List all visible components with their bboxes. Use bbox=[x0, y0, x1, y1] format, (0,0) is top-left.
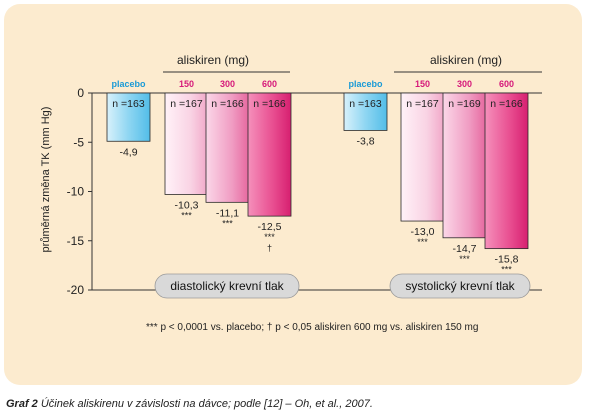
value-label: -15,8 bbox=[495, 254, 519, 266]
n-label: n =167 bbox=[170, 98, 203, 110]
bar-150 bbox=[400, 92, 445, 222]
bar-300 bbox=[442, 92, 487, 239]
n-label: n =163 bbox=[112, 98, 145, 110]
y-tick-label: -5 bbox=[73, 135, 84, 149]
value-label: -11,1 bbox=[216, 207, 239, 219]
bar-placebo bbox=[343, 92, 388, 131]
value-label: -10,3 bbox=[175, 199, 199, 211]
n-label: n =167 bbox=[406, 98, 439, 110]
y-tick-label: -15 bbox=[67, 234, 85, 248]
bar-placebo bbox=[106, 92, 151, 142]
significance-mark: *** bbox=[459, 254, 470, 264]
value-label: -12,5 bbox=[258, 221, 282, 233]
n-label: n =169 bbox=[448, 98, 481, 110]
figure-caption: Graf 2 Účinek aliskirenu v závislosti na… bbox=[6, 398, 373, 410]
group-header: aliskiren (mg) bbox=[430, 53, 502, 67]
n-label: n =163 bbox=[349, 98, 382, 110]
bar-300 bbox=[205, 92, 250, 203]
group-label: systolický krevní tlak bbox=[405, 279, 515, 293]
category-label: 300 bbox=[220, 79, 235, 89]
n-label: n =166 bbox=[211, 98, 244, 110]
group-header: aliskiren (mg) bbox=[177, 53, 249, 67]
category-label: 150 bbox=[415, 79, 430, 89]
group-label-pill bbox=[154, 273, 300, 299]
value-label: -13,0 bbox=[411, 226, 435, 238]
category-label: 600 bbox=[262, 79, 277, 89]
y-tick-label: -20 bbox=[67, 283, 85, 297]
value-label: -4,9 bbox=[119, 146, 137, 158]
n-label: n =166 bbox=[253, 98, 286, 110]
y-tick-label: -10 bbox=[67, 185, 85, 199]
value-label: -3,8 bbox=[356, 135, 374, 147]
bar-150 bbox=[164, 92, 209, 195]
y-tick-label: 0 bbox=[77, 86, 84, 100]
significance-mark: † bbox=[267, 243, 272, 253]
caption-text: Účinek aliskirenu v závislosti na dávce;… bbox=[40, 398, 373, 410]
group-label: diastolický krevní tlak bbox=[170, 279, 284, 293]
category-label: placebo bbox=[348, 79, 383, 89]
caption-label: Graf 2 bbox=[6, 398, 38, 410]
value-label: -14,7 bbox=[453, 243, 477, 255]
significance-mark: *** bbox=[417, 237, 428, 247]
bar-600 bbox=[247, 92, 292, 217]
significance-mark: *** bbox=[501, 265, 512, 275]
category-label: 300 bbox=[457, 79, 472, 89]
significance-mark: *** bbox=[181, 210, 192, 220]
chart-panel: 0 -5 -10 -15 -20 průměrná změna TK (mm Hg) ali… bbox=[4, 4, 582, 385]
category-label: 150 bbox=[179, 79, 194, 89]
group-label-pill bbox=[389, 273, 531, 299]
significance-mark: *** bbox=[222, 218, 233, 228]
category-label: placebo bbox=[111, 79, 146, 89]
bar-chart: 0 -5 -10 -15 -20 průměrná změna TK (mm Hg) ali… bbox=[40, 53, 542, 333]
n-label: n =166 bbox=[490, 98, 523, 110]
significance-mark: *** bbox=[264, 232, 275, 242]
y-axis-title: průměrná změna TK (mm Hg) bbox=[40, 107, 52, 253]
bar-600 bbox=[484, 92, 529, 250]
category-label: 600 bbox=[499, 79, 514, 89]
footnote: *** p < 0,0001 vs. placebo; † p < 0,05 a… bbox=[146, 322, 478, 333]
